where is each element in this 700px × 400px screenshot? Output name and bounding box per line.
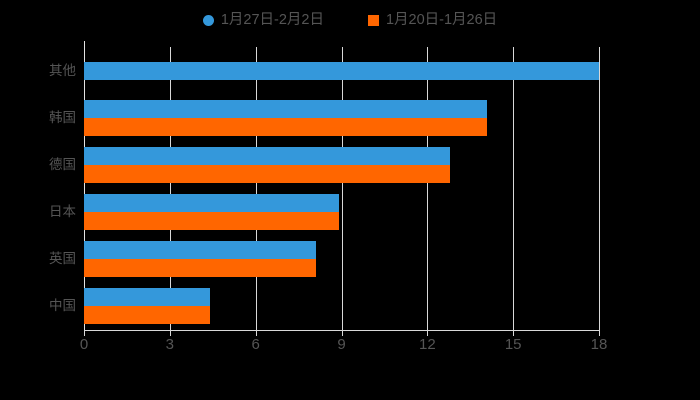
gridline-x-9 — [341, 47, 343, 330]
gridline-x-6 — [255, 47, 257, 330]
y-tick-label-2: 德国 — [49, 157, 76, 172]
bar-series-2[interactable] — [84, 259, 316, 278]
x-tick-mark-6 — [255, 330, 257, 336]
x-tick-label-3: 3 — [165, 336, 174, 353]
legend-label-series-2: 1月20日-1月26日 — [385, 11, 498, 28]
bar-series-2[interactable] — [84, 164, 451, 183]
bar-group — [84, 94, 599, 141]
x-tick-mark-15 — [513, 330, 515, 336]
x-tick-label-0: 0 — [79, 336, 89, 353]
y-tick-label-0: 其他 — [49, 63, 76, 78]
bar-series-1[interactable] — [84, 241, 316, 260]
bar-group — [84, 236, 599, 283]
gridline-x-12 — [427, 47, 429, 330]
legend-item-series-1[interactable]: 1月27日-2月2日 — [202, 11, 324, 28]
x-tick-label-18: 18 — [590, 336, 608, 353]
bar-group — [84, 189, 599, 236]
y-tick-label-1: 韩国 — [49, 110, 76, 125]
bar-series-1[interactable] — [84, 146, 451, 165]
bar-group — [84, 47, 599, 94]
x-tick-mark-12 — [427, 330, 429, 336]
bar-series-1[interactable] — [84, 61, 599, 80]
chart-legend: 1月27日-2月2日 1月20日-1月26日 — [0, 6, 700, 34]
bar-series-1[interactable] — [84, 288, 210, 307]
bar-series-1[interactable] — [84, 99, 488, 118]
square-marker-icon — [367, 14, 379, 26]
bar-group — [84, 283, 599, 330]
plot-area — [84, 47, 600, 330]
legend-item-series-2[interactable]: 1月20日-1月26日 — [367, 11, 498, 28]
bar-series-2[interactable] — [84, 306, 210, 325]
y-tick-label-5: 中国 — [49, 298, 76, 313]
x-tick-mark-0 — [84, 330, 85, 336]
x-tick-label-6: 6 — [251, 336, 260, 353]
gridline-x-3 — [169, 47, 171, 330]
x-tick-mark-9 — [341, 330, 343, 336]
x-tick-label-12: 12 — [418, 336, 436, 353]
x-tick-mark-3 — [169, 330, 171, 336]
gridline-x-18 — [599, 47, 600, 330]
gridline-x-15 — [513, 47, 515, 330]
bar-series-1[interactable] — [84, 194, 339, 213]
x-tick-label-9: 9 — [337, 336, 346, 353]
y-axis-labels: 其他 韩国 德国 日本 英国 中国 — [0, 47, 76, 330]
y-axis-line — [84, 41, 85, 330]
legend-label-series-1: 1月27日-2月2日 — [220, 11, 324, 28]
y-tick-label-3: 日本 — [49, 204, 76, 219]
x-tick-label-15: 15 — [504, 336, 522, 353]
bar-series-2[interactable] — [84, 117, 488, 136]
y-tick-label-4: 英国 — [49, 251, 76, 266]
circle-marker-icon — [202, 14, 214, 26]
bar-series-2[interactable] — [84, 212, 339, 231]
bar-group — [84, 141, 599, 188]
x-tick-mark-18 — [599, 330, 600, 336]
